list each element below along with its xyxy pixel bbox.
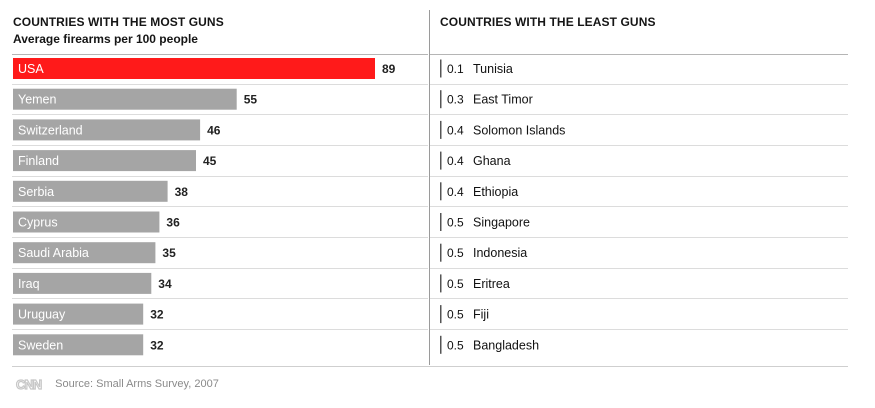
least-value-label: 0.4 [447, 123, 464, 137]
least-value-label: 0.5 [447, 216, 464, 230]
least-value-label: 0.4 [447, 154, 464, 168]
bar-saudi-arabia [13, 242, 156, 264]
bar-value-label: 34 [158, 277, 172, 291]
least-value-label: 0.1 [447, 62, 464, 76]
least-tick-mark [440, 305, 442, 324]
least-tick-mark [440, 243, 442, 262]
least-tick-mark [440, 90, 442, 109]
bar-label: Switzerland [18, 123, 83, 137]
left-header-rule [12, 54, 428, 55]
bar-label: Yemen [18, 93, 57, 107]
least-tick-mark [440, 182, 442, 201]
row-rule [12, 237, 428, 238]
least-country-label: East Timor [473, 93, 533, 107]
least-country-label: Solomon Islands [473, 123, 565, 137]
least-country-label: Bangladesh [473, 338, 539, 352]
least-value-label: 0.5 [447, 246, 464, 260]
footer: CNN Source: Small Arms Survey, 2007 [15, 376, 219, 392]
bar-label: Finland [18, 154, 59, 168]
row-rule [430, 237, 848, 238]
bar-value-label: 32 [150, 338, 164, 352]
least-value-label: 0.4 [447, 185, 464, 199]
bar-label: Cyprus [18, 216, 58, 230]
bar-label: Saudi Arabia [18, 246, 89, 260]
bar-value-label: 55 [244, 93, 258, 107]
least-tick-mark [440, 335, 442, 354]
least-tick-mark [440, 274, 442, 293]
bar-value-label: 89 [382, 62, 396, 76]
row-rule [430, 267, 848, 269]
least-value-label: 0.3 [447, 93, 464, 107]
least-value-label: 0.5 [447, 308, 464, 322]
bar-value-label: 36 [166, 216, 180, 230]
row-rule [430, 206, 848, 208]
row-rule [12, 144, 428, 146]
row-rule [12, 329, 428, 331]
footer-rule [12, 366, 848, 367]
row-rule [430, 298, 848, 300]
bar-cyprus [13, 211, 160, 233]
bar-sweden [13, 334, 144, 356]
bar-uruguay [13, 303, 144, 325]
row-rule [12, 206, 428, 208]
least-tick-mark [440, 151, 442, 170]
bar-label: Iraq [18, 277, 40, 291]
bar-finland [13, 150, 196, 172]
bar-value-label: 46 [207, 123, 221, 137]
row-rule [430, 175, 848, 177]
bar-switzerland [13, 119, 201, 141]
least-country-label: Indonesia [473, 246, 527, 260]
least-tick-mark [440, 213, 442, 231]
bar-usa [13, 58, 375, 79]
row-rule [430, 83, 848, 85]
bar-yemen [13, 88, 237, 110]
row-rule [12, 114, 428, 116]
row-rule [12, 83, 428, 85]
least-country-label: Fiji [473, 308, 489, 322]
row-rule [12, 175, 428, 177]
row-rule [12, 267, 428, 269]
bar-label: Uruguay [18, 308, 66, 322]
least-country-label: Ghana [473, 154, 511, 168]
least-tick-mark [440, 120, 442, 139]
left-chart-subtitle: Average firearms per 100 people [13, 32, 198, 46]
row-rule [12, 298, 428, 300]
bar-label: USA [18, 62, 44, 76]
left-chart-title: COUNTRIES WITH THE MOST GUNS [13, 15, 224, 29]
bar-iraq [13, 272, 152, 294]
least-country-label: Eritrea [473, 277, 510, 291]
least-value-label: 0.5 [447, 277, 464, 291]
bar-value-label: 35 [162, 246, 176, 260]
bar-value-label: 45 [203, 154, 217, 168]
panel-divider [429, 10, 430, 365]
least-country-label: Singapore [473, 216, 530, 230]
least-country-label: Tunisia [473, 62, 513, 76]
right-header-rule [430, 54, 848, 55]
row-rule [430, 329, 848, 331]
bar-label: Serbia [18, 185, 54, 199]
least-tick-mark [440, 59, 442, 78]
row-rule [430, 144, 848, 146]
bar-label: Sweden [18, 338, 63, 352]
source-note: Source: Small Arms Survey, 2007 [55, 378, 219, 390]
bar-value-label: 32 [150, 308, 164, 322]
bar-value-label: 38 [175, 185, 189, 199]
least-value-label: 0.5 [447, 338, 464, 352]
cnn-logo: CNN [15, 376, 42, 392]
bar-serbia [13, 180, 168, 202]
right-chart-title: COUNTRIES WITH THE LEAST GUNS [440, 15, 656, 29]
row-rule [430, 114, 848, 116]
least-country-label: Ethiopia [473, 185, 518, 199]
